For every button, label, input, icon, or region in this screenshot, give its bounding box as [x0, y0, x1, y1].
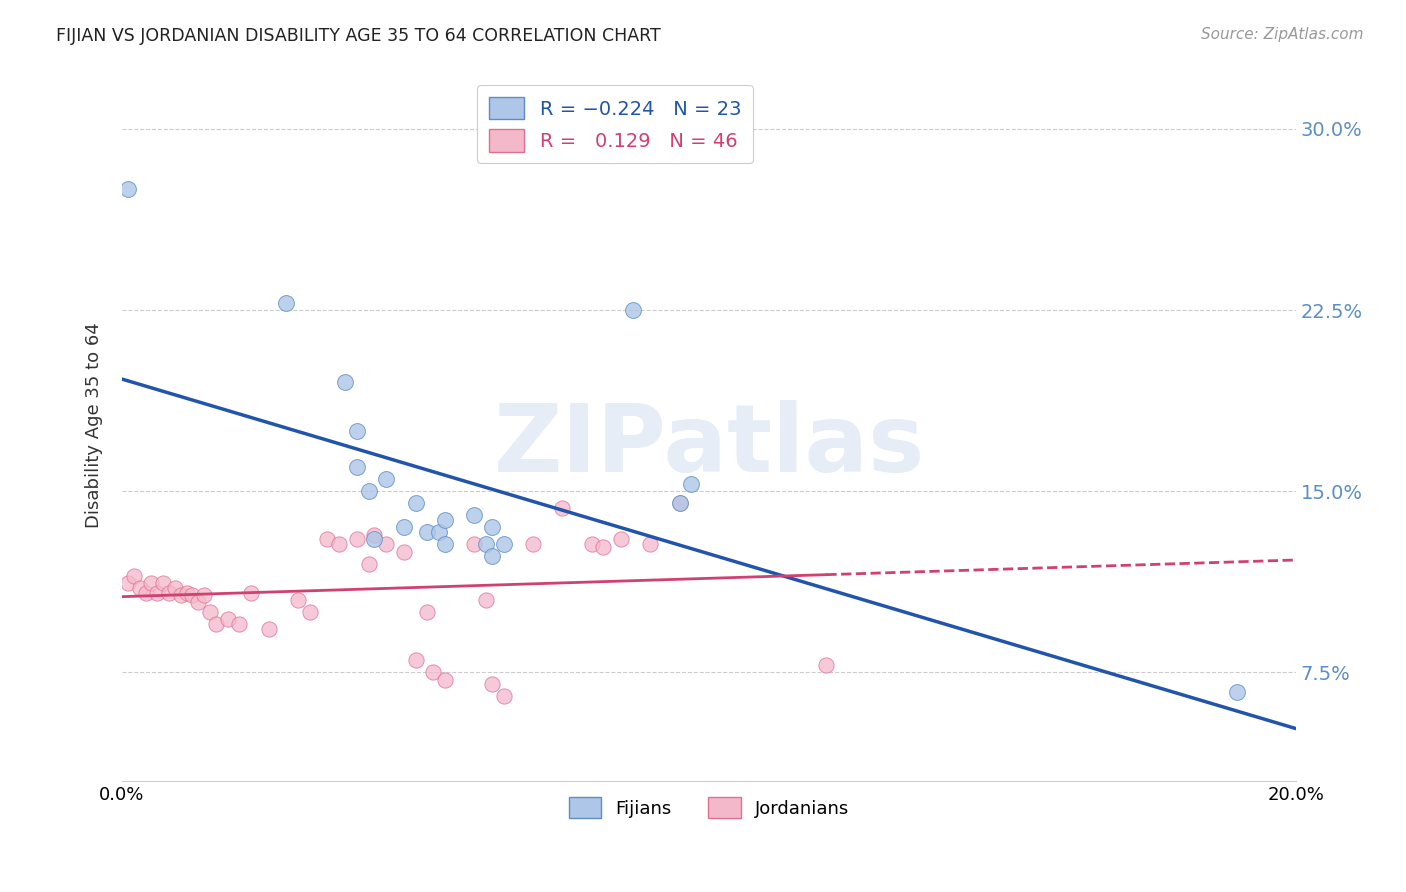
Point	[357, 484, 380, 499]
Point	[422, 665, 444, 680]
Point	[163, 581, 186, 595]
Point	[217, 612, 239, 626]
Point	[416, 525, 439, 540]
Point	[681, 477, 703, 491]
Text: ZIPatlas: ZIPatlas	[494, 401, 925, 492]
Point	[463, 508, 485, 523]
Point	[287, 592, 309, 607]
Point	[141, 576, 163, 591]
Point	[375, 472, 398, 486]
Point	[668, 496, 690, 510]
Point	[128, 581, 150, 595]
Point	[363, 533, 385, 547]
Point	[610, 533, 633, 547]
Point	[427, 525, 450, 540]
Point	[357, 557, 380, 571]
Point	[815, 658, 838, 673]
Point	[433, 537, 456, 551]
Point	[581, 537, 603, 551]
Point	[205, 617, 228, 632]
Point	[592, 540, 614, 554]
Point	[640, 537, 662, 551]
Point	[240, 585, 263, 599]
Point	[481, 677, 503, 691]
Point	[346, 460, 368, 475]
Point	[668, 496, 690, 510]
Point	[433, 673, 456, 687]
Point	[475, 537, 498, 551]
Point	[117, 182, 139, 196]
Y-axis label: Disability Age 35 to 64: Disability Age 35 to 64	[86, 322, 103, 528]
Point	[416, 605, 439, 619]
Point	[298, 605, 321, 619]
Point	[228, 617, 250, 632]
Point	[481, 549, 503, 564]
Text: Source: ZipAtlas.com: Source: ZipAtlas.com	[1201, 27, 1364, 42]
Point	[170, 588, 193, 602]
Point	[392, 520, 415, 534]
Point	[492, 690, 515, 704]
Text: FIJIAN VS JORDANIAN DISABILITY AGE 35 TO 64 CORRELATION CHART: FIJIAN VS JORDANIAN DISABILITY AGE 35 TO…	[56, 27, 661, 45]
Point	[316, 533, 339, 547]
Point	[433, 513, 456, 527]
Legend: Fijians, Jordanians: Fijians, Jordanians	[561, 790, 856, 825]
Point	[405, 496, 427, 510]
Point	[363, 527, 385, 541]
Point	[198, 605, 221, 619]
Point	[392, 544, 415, 558]
Point	[146, 585, 169, 599]
Point	[187, 595, 209, 609]
Point	[1226, 684, 1249, 698]
Point	[117, 576, 139, 591]
Point	[375, 537, 398, 551]
Point	[122, 568, 145, 582]
Point	[176, 585, 198, 599]
Point	[257, 622, 280, 636]
Point	[551, 501, 574, 516]
Point	[346, 424, 368, 438]
Point	[481, 520, 503, 534]
Point	[135, 585, 157, 599]
Point	[475, 592, 498, 607]
Point	[152, 576, 174, 591]
Point	[463, 537, 485, 551]
Point	[492, 537, 515, 551]
Point	[157, 585, 180, 599]
Point	[522, 537, 544, 551]
Point	[346, 533, 368, 547]
Point	[405, 653, 427, 667]
Point	[333, 376, 356, 390]
Point	[621, 303, 644, 318]
Point	[181, 588, 204, 602]
Point	[276, 295, 298, 310]
Point	[193, 588, 215, 602]
Point	[328, 537, 350, 551]
